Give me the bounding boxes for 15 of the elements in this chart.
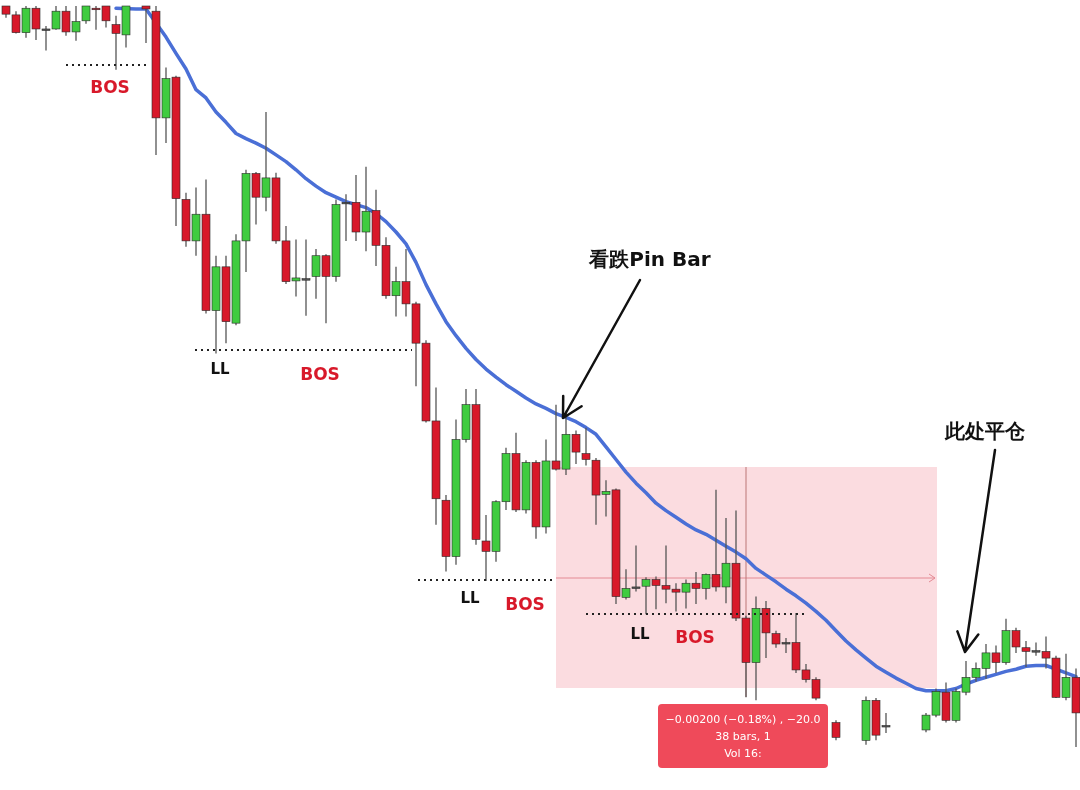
annotation: −0.00200 (−0.18%) , −20.0 [665, 713, 821, 726]
annotation: BOS [505, 594, 545, 614]
annotation: 此处平仓 [944, 419, 1026, 443]
annotation: BOS [90, 77, 130, 97]
candlestick [831, 719, 841, 741]
annotation: LL [460, 589, 480, 607]
annotation: LL [630, 625, 650, 643]
annotation: 看跌Pin Bar [588, 247, 711, 271]
annotation: LL [210, 360, 230, 378]
annotation: 38 bars, 1 [715, 730, 771, 743]
annotation: BOS [300, 364, 340, 384]
annotation: Vol 16: [724, 747, 762, 760]
candlestick [141, 5, 151, 44]
annotation: BOS [675, 627, 715, 647]
candlestick [581, 426, 591, 467]
